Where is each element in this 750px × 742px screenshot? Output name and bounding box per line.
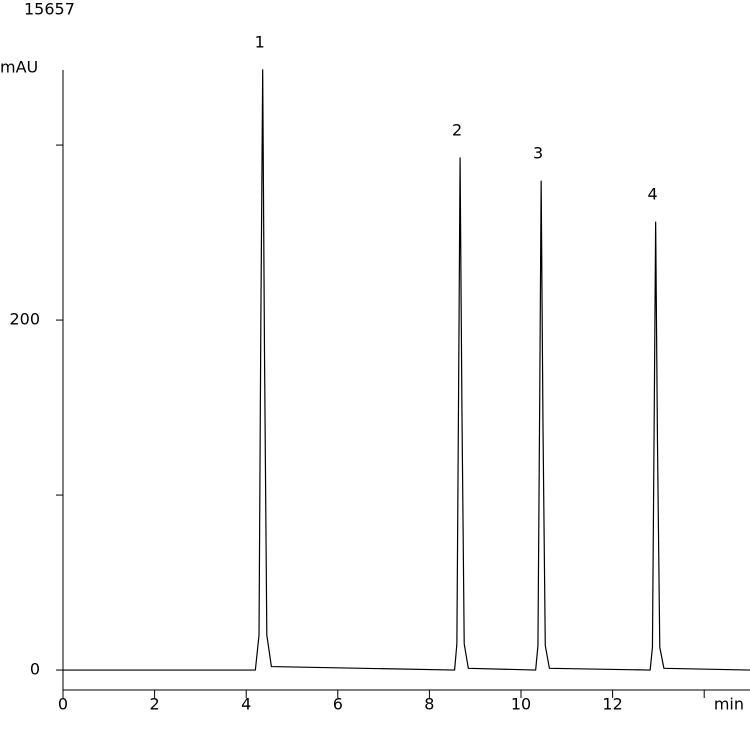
x-tick-label: 12 [602, 695, 622, 714]
y-axis-label: mAU [0, 58, 38, 77]
peak-label: 1 [255, 32, 265, 51]
y-tick-label: 200 [9, 310, 40, 329]
x-tick-label: 6 [333, 695, 343, 714]
signal-line [63, 69, 750, 671]
peak-label: 2 [452, 121, 462, 140]
peak-label: 3 [533, 144, 543, 163]
x-tick-label: 10 [511, 695, 531, 714]
x-tick-label: 4 [241, 695, 251, 714]
x-tick-label: 8 [424, 695, 434, 714]
x-axis-label: min [714, 695, 744, 714]
peak-label: 4 [648, 185, 658, 204]
x-tick-label: 2 [150, 695, 160, 714]
chart-title: 15657 [24, 0, 75, 19]
y-tick-label: 0 [30, 660, 40, 679]
x-tick-label: 0 [58, 695, 68, 714]
